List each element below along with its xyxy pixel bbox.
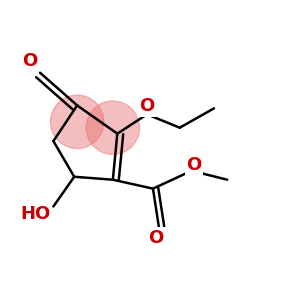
Circle shape xyxy=(50,95,104,148)
Text: O: O xyxy=(186,156,202,174)
Text: HO: HO xyxy=(20,205,51,223)
Circle shape xyxy=(86,101,140,154)
Text: O: O xyxy=(148,229,163,247)
Text: O: O xyxy=(139,97,154,115)
Text: O: O xyxy=(22,52,37,70)
